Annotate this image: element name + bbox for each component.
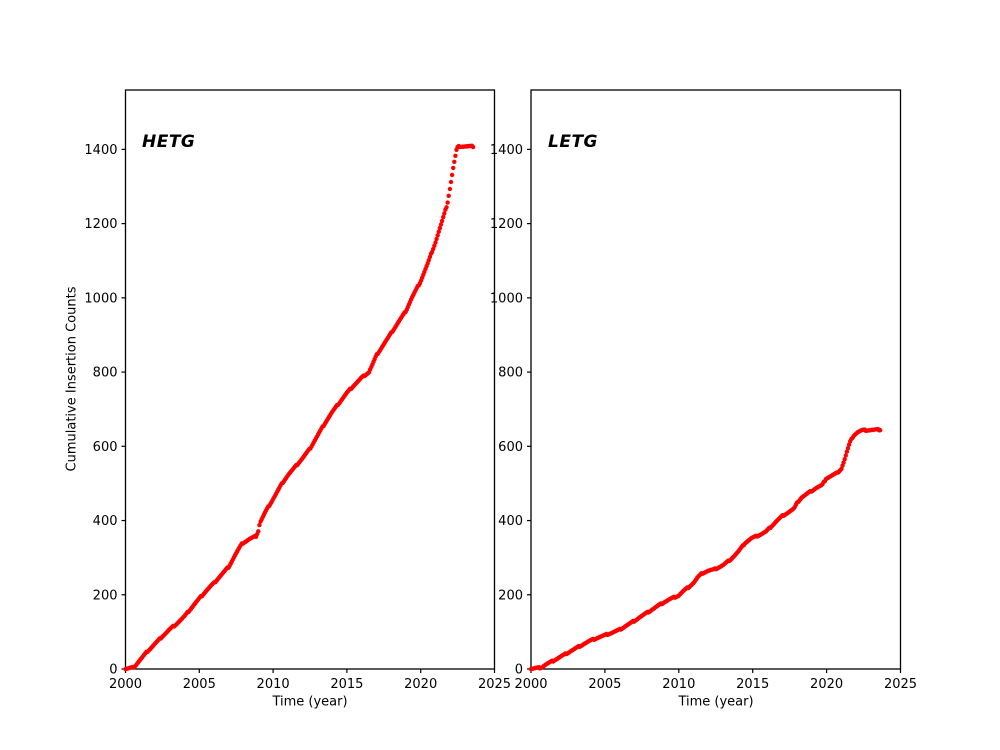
y-axis-label: Cumulative Insertion Counts xyxy=(64,286,80,472)
y-tick-label: 400 xyxy=(93,514,118,529)
letg-panel-label: LETG xyxy=(548,132,598,152)
x-tick-label: 2015 xyxy=(330,677,363,692)
hetg-x-ticks: 2000 2005 2010 2015 2020 2025 xyxy=(109,669,511,692)
y-tick-label: 1200 xyxy=(490,217,523,232)
x-tick-label: 2020 xyxy=(810,677,843,692)
letg-y-ticks: 0 200 400 600 800 1000 1200 1400 xyxy=(490,143,531,678)
y-tick-label: 600 xyxy=(498,440,523,455)
y-tick-label: 800 xyxy=(498,366,523,381)
letg-x-ticks: 2000 2005 2010 2015 2020 2025 xyxy=(514,669,917,692)
y-tick-label: 200 xyxy=(93,588,118,603)
hetg-y-ticks: 0 200 400 600 800 1000 1200 1400 xyxy=(84,143,126,678)
x-tick-label: 2025 xyxy=(884,677,917,692)
x-tick-label: 2015 xyxy=(736,677,769,692)
x-tick-label: 2025 xyxy=(478,677,511,692)
x-axis-label-letg: Time (year) xyxy=(678,694,754,710)
y-tick-label: 1400 xyxy=(490,143,523,158)
letg-axes-frame xyxy=(530,89,902,670)
y-tick-label: 600 xyxy=(93,440,118,455)
y-tick-label: 0 xyxy=(515,663,523,678)
y-tick-label: 1400 xyxy=(84,143,117,158)
y-tick-label: 400 xyxy=(498,514,523,529)
x-axis-label-hetg: Time (year) xyxy=(272,694,348,710)
hetg-panel-label: HETG xyxy=(142,132,196,152)
y-tick-label: 1200 xyxy=(84,217,117,232)
y-tick-label: 800 xyxy=(93,366,118,381)
letg-series xyxy=(528,426,883,672)
x-tick-label: 2000 xyxy=(109,677,142,692)
x-tick-label: 2005 xyxy=(588,677,621,692)
x-tick-label: 2020 xyxy=(404,677,437,692)
x-tick-label: 2010 xyxy=(257,677,290,692)
x-tick-label: 2000 xyxy=(514,677,547,692)
hetg-axes-frame xyxy=(124,89,496,670)
y-tick-label: 1000 xyxy=(490,291,523,306)
y-tick-label: 200 xyxy=(498,588,523,603)
x-tick-label: 2005 xyxy=(183,677,216,692)
hetg-series xyxy=(123,143,476,672)
y-tick-label: 0 xyxy=(109,663,117,678)
y-tick-label: 1000 xyxy=(84,291,117,306)
x-tick-label: 2010 xyxy=(662,677,695,692)
